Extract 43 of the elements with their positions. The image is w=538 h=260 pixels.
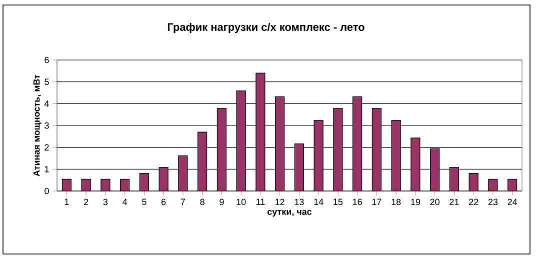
x-tick-label: 19: [411, 198, 420, 206]
x-tick-label: 17: [372, 198, 382, 205]
x-tick-label: 22: [469, 198, 478, 206]
y-tick-label: 2: [44, 144, 49, 150]
x-tick-label: 11: [256, 198, 265, 205]
x-tick-label: 5: [142, 198, 146, 206]
x-tick-label: 18: [392, 198, 401, 206]
x-tick-label: 12: [276, 198, 284, 206]
bar: [139, 173, 149, 191]
x-tick-label: 7: [180, 198, 185, 205]
chart-title: График нагрузки с/х комплекс - лето: [168, 22, 364, 34]
bar: [198, 132, 208, 191]
x-tick-label: 6: [162, 198, 166, 206]
x-tick-label: 21: [450, 198, 459, 206]
x-tick-label: 8: [200, 198, 204, 206]
x-tick-label: 4: [122, 198, 128, 205]
x-tick-label: 10: [236, 198, 246, 206]
y-tick-label: 3: [44, 122, 49, 129]
bar: [449, 167, 459, 191]
x-axis-title: сутки, час: [268, 210, 312, 217]
bar: [372, 108, 382, 191]
x-tick-label: 15: [334, 198, 343, 206]
y-tick-label: 6: [44, 56, 49, 64]
bar: [430, 148, 440, 191]
x-tick-label: 16: [353, 198, 362, 206]
x-tick-label: 24: [508, 198, 518, 206]
bar: [294, 144, 304, 191]
x-tick-label: 9: [220, 198, 224, 206]
bar: [352, 96, 362, 191]
y-tick-label: 4: [44, 100, 49, 107]
x-tick-label: 3: [103, 198, 108, 206]
y-axis-title: Атиная мощность, мВт: [33, 74, 42, 176]
y-tick-label: 0: [44, 188, 49, 194]
x-tick-label: 2: [84, 198, 88, 206]
bar: [216, 108, 226, 191]
x-tick-label: 20: [430, 198, 440, 206]
y-tick-label: 1: [44, 166, 49, 172]
y-tick-label: 5: [44, 78, 49, 85]
x-tick-label: 14: [314, 198, 324, 205]
x-tick-label: 13: [294, 198, 304, 206]
x-tick-label: 23: [488, 198, 498, 206]
x-tick-label: 1: [64, 198, 69, 205]
bar: [275, 96, 285, 191]
